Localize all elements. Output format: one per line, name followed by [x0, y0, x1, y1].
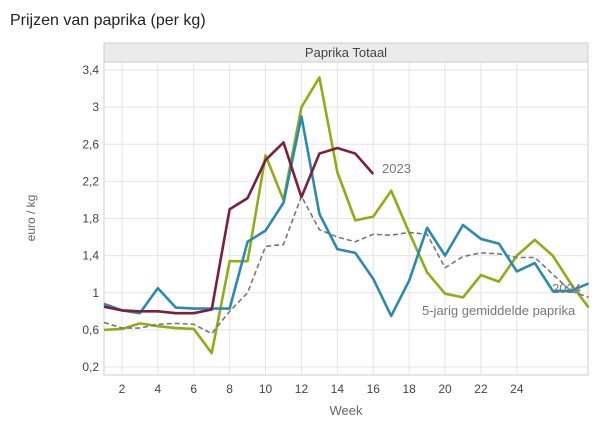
y-tick-label: 3 [92, 100, 99, 114]
label-2023: 2023 [382, 161, 411, 176]
y-tick-label: 3,4 [82, 63, 99, 77]
y-tick-label: 0,6 [82, 323, 99, 337]
x-tick-label: 4 [155, 382, 162, 396]
y-tick-label: 1,8 [82, 212, 99, 226]
y-axis-label: euro / kg [24, 195, 38, 242]
series-line-groen [103, 76, 590, 355]
x-tick-label: 8 [226, 382, 233, 396]
chart-title: Prijzen van paprika (per kg) [10, 12, 206, 29]
x-tick-label: 22 [474, 382, 488, 396]
y-tick-label: 2,6 [82, 137, 99, 151]
panel-title: Paprika Totaal [305, 45, 387, 60]
label-5yr-avg: 5-jarig gemiddelde paprika [422, 303, 576, 318]
y-tick-label: 2,2 [82, 174, 99, 188]
label-2024: 2024 [552, 281, 581, 296]
x-tick-label: 6 [190, 382, 197, 396]
x-axis-label: Week [330, 403, 363, 418]
x-tick-label: 14 [331, 382, 345, 396]
x-tick-label: 12 [295, 382, 309, 396]
series-line-2024 [103, 115, 590, 318]
y-tick-label: 0,2 [82, 360, 99, 374]
y-tick-label: 1,4 [82, 249, 99, 263]
y-tick-label: 1 [92, 286, 99, 300]
x-tick-label: 2 [119, 382, 126, 396]
series-line-2023 [103, 141, 375, 315]
x-tick-label: 20 [438, 382, 452, 396]
x-tick-label: 24 [510, 382, 524, 396]
x-tick-label: 16 [367, 382, 381, 396]
x-tick-label: 10 [259, 382, 273, 396]
x-tick-label: 18 [402, 382, 416, 396]
